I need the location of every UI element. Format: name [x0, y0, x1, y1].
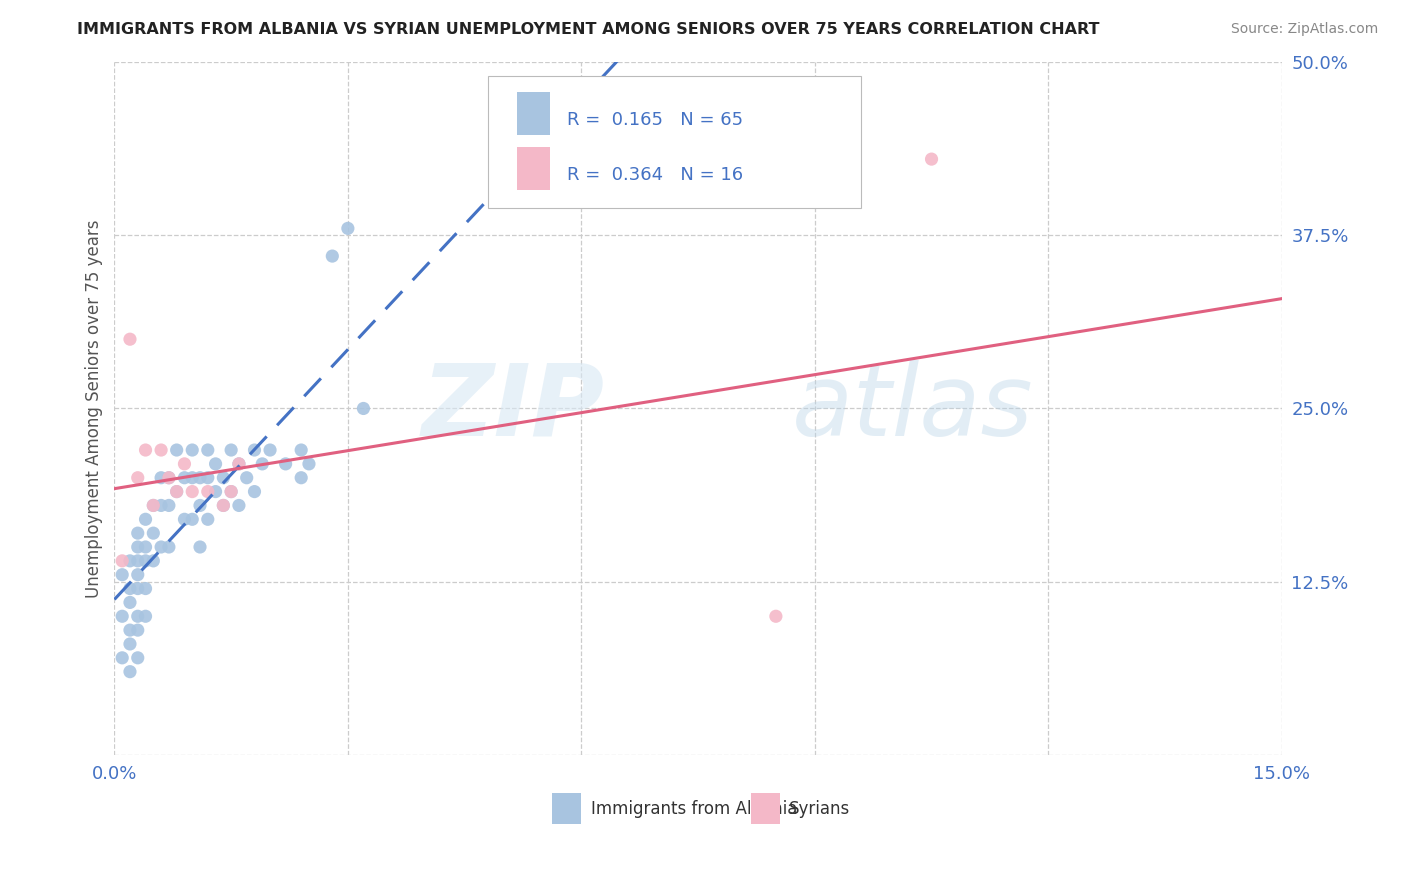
Text: R =  0.364   N = 16: R = 0.364 N = 16	[568, 166, 744, 184]
Point	[212, 499, 235, 513]
Point	[142, 554, 165, 568]
Point	[188, 471, 211, 485]
Point	[127, 567, 149, 582]
Point	[118, 623, 141, 637]
Text: IMMIGRANTS FROM ALBANIA VS SYRIAN UNEMPLOYMENT AMONG SENIORS OVER 75 YEARS CORRE: IMMIGRANTS FROM ALBANIA VS SYRIAN UNEMPL…	[77, 22, 1099, 37]
Point	[118, 665, 141, 679]
Point	[197, 484, 219, 499]
Point	[135, 609, 157, 624]
Point	[111, 650, 134, 665]
Point	[204, 457, 226, 471]
Point	[150, 540, 173, 554]
Point	[219, 484, 242, 499]
Point	[118, 637, 141, 651]
Text: Immigrants from Albania: Immigrants from Albania	[591, 800, 797, 818]
Point	[157, 540, 180, 554]
Point	[150, 471, 173, 485]
Point	[321, 249, 343, 263]
Point	[173, 512, 195, 526]
Point	[135, 554, 157, 568]
Point	[150, 499, 173, 513]
Point	[765, 609, 787, 624]
Point	[173, 471, 195, 485]
Point	[157, 471, 180, 485]
Point	[150, 443, 173, 458]
Point	[166, 484, 188, 499]
Text: atlas: atlas	[792, 360, 1033, 457]
Point	[173, 457, 195, 471]
Point	[212, 499, 235, 513]
Point	[142, 526, 165, 541]
Point	[243, 484, 266, 499]
Point	[352, 401, 374, 416]
Point	[166, 484, 188, 499]
Point	[197, 443, 219, 458]
Point	[142, 499, 165, 513]
Point	[228, 457, 250, 471]
Point	[235, 471, 257, 485]
Point	[197, 512, 219, 526]
Point	[188, 499, 211, 513]
Point	[181, 484, 204, 499]
Point	[197, 471, 219, 485]
Point	[118, 595, 141, 609]
Point	[181, 512, 204, 526]
Point	[228, 457, 250, 471]
Point	[921, 152, 943, 166]
Point	[111, 554, 134, 568]
Text: Source: ZipAtlas.com: Source: ZipAtlas.com	[1230, 22, 1378, 37]
FancyBboxPatch shape	[553, 793, 581, 824]
Point	[259, 443, 281, 458]
Y-axis label: Unemployment Among Seniors over 75 years: Unemployment Among Seniors over 75 years	[86, 219, 103, 598]
Point	[111, 567, 134, 582]
Point	[188, 540, 211, 554]
Point	[135, 443, 157, 458]
Point	[135, 540, 157, 554]
FancyBboxPatch shape	[488, 76, 862, 208]
Point	[336, 221, 359, 235]
Point	[118, 582, 141, 596]
Point	[142, 499, 165, 513]
Point	[135, 512, 157, 526]
Point	[243, 443, 266, 458]
Point	[219, 484, 242, 499]
Point	[274, 457, 297, 471]
Point	[252, 457, 274, 471]
Point	[118, 554, 141, 568]
Point	[204, 484, 226, 499]
FancyBboxPatch shape	[517, 92, 550, 135]
Text: R =  0.165   N = 65: R = 0.165 N = 65	[568, 111, 744, 128]
Point	[157, 471, 180, 485]
Point	[228, 499, 250, 513]
FancyBboxPatch shape	[517, 147, 550, 190]
Point	[127, 471, 149, 485]
Point	[127, 623, 149, 637]
Point	[219, 443, 242, 458]
Point	[127, 582, 149, 596]
Point	[212, 471, 235, 485]
Point	[135, 582, 157, 596]
Point	[157, 499, 180, 513]
Text: Syrians: Syrians	[789, 800, 851, 818]
Point	[166, 443, 188, 458]
Text: ZIP: ZIP	[422, 360, 605, 457]
Point	[127, 554, 149, 568]
Point	[290, 443, 312, 458]
Point	[298, 457, 321, 471]
Point	[127, 609, 149, 624]
Point	[127, 540, 149, 554]
Point	[181, 471, 204, 485]
FancyBboxPatch shape	[751, 793, 780, 824]
Point	[127, 526, 149, 541]
Point	[118, 332, 141, 346]
Point	[290, 471, 312, 485]
Point	[181, 443, 204, 458]
Point	[111, 609, 134, 624]
Point	[127, 650, 149, 665]
